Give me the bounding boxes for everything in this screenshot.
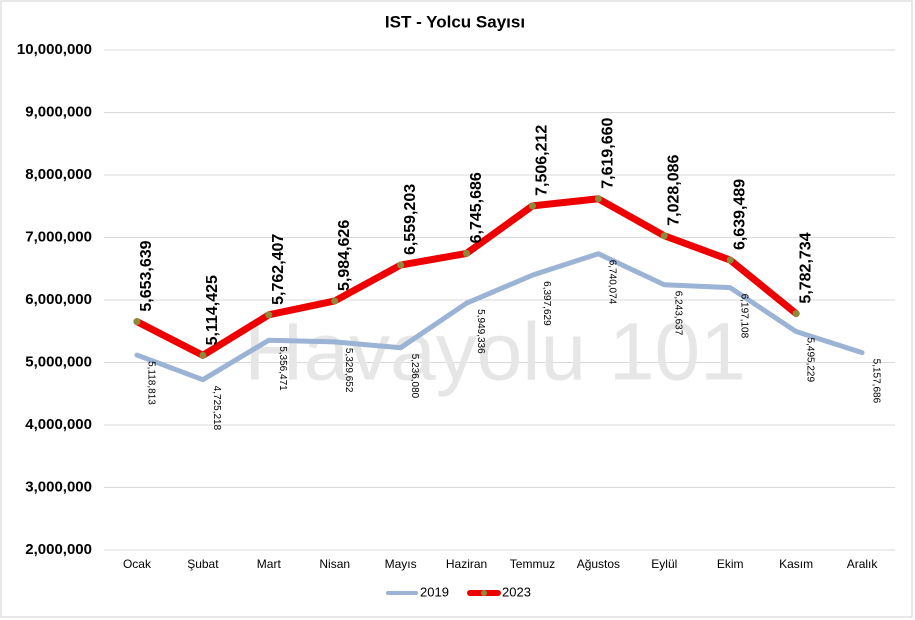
data-label: 6,397,629 (541, 281, 552, 326)
data-label: 7,619,660 (600, 117, 617, 188)
data-label: 7,028,086 (666, 154, 683, 225)
x-tick-label: Nisan (319, 557, 350, 571)
y-tick-label: 8,000,000 (25, 166, 92, 183)
x-tick-label: Ağustos (577, 557, 620, 571)
data-label: 5,984,626 (336, 220, 353, 291)
data-label: 7,506,212 (534, 125, 551, 196)
data-label: 6,740,074 (607, 260, 618, 305)
data-label: 6,639,489 (731, 179, 748, 250)
x-tick-label: Ekim (717, 557, 744, 571)
point (133, 318, 141, 326)
y-tick-label: 7,000,000 (25, 228, 92, 245)
data-label: 4,725,218 (211, 386, 222, 431)
point (726, 256, 734, 264)
point (792, 310, 800, 318)
data-label: 6,243,637 (673, 291, 684, 336)
point (528, 202, 536, 210)
legend-label: 2023 (502, 584, 531, 599)
data-label: 5,157,686 (870, 359, 881, 404)
point (331, 297, 339, 305)
point (660, 232, 668, 240)
point (199, 351, 207, 359)
data-label: 6,559,203 (402, 184, 419, 255)
line-2019 (134, 251, 865, 383)
y-tick-label: 3,000,000 (25, 478, 92, 495)
y-tick-label: 2,000,000 (25, 541, 92, 558)
x-tick-label: Mayıs (385, 557, 417, 571)
data-label: 5,114,425 (204, 275, 221, 345)
point (265, 311, 273, 319)
y-tick-label: 6,000,000 (25, 291, 92, 308)
y-tick-label: 9,000,000 (25, 103, 92, 120)
chart-title: IST - Yolcu Sayısı (385, 12, 525, 31)
data-label: 5,495,229 (804, 338, 815, 383)
point (397, 261, 405, 269)
data-label: 5,782,734 (797, 232, 814, 303)
y-tick-label: 5,000,000 (25, 353, 92, 370)
data-label: 5,949,336 (475, 309, 486, 354)
data-label: 5,356,471 (277, 346, 288, 391)
data-label: 5,118,813 (145, 361, 156, 405)
data-label: 5,329,652 (343, 348, 354, 393)
y-tick-label: 4,000,000 (25, 416, 92, 433)
x-tick-label: Aralık (847, 557, 879, 571)
x-tick-label: Haziran (446, 557, 487, 571)
x-tick-label: Temmuz (510, 557, 555, 571)
legend-marker (481, 590, 487, 596)
watermark: Havayolu 101 (244, 307, 745, 398)
data-label: 5,762,407 (270, 234, 287, 305)
legend-label: 2019 (420, 584, 449, 599)
x-tick-label: Eylül (651, 557, 677, 571)
data-label: 5,653,639 (138, 240, 155, 311)
y-tick-label: 10,000,000 (17, 41, 92, 58)
data-label: 6,197,108 (739, 294, 750, 339)
data-label: 6,745,686 (468, 172, 485, 243)
point (463, 249, 471, 257)
point (594, 195, 602, 203)
x-tick-label: Mart (257, 557, 282, 571)
x-tick-label: Ocak (123, 557, 152, 571)
x-tick-label: Kasım (779, 557, 813, 571)
x-tick-label: Şubat (187, 557, 219, 571)
data-label: 5,236,080 (409, 354, 420, 399)
